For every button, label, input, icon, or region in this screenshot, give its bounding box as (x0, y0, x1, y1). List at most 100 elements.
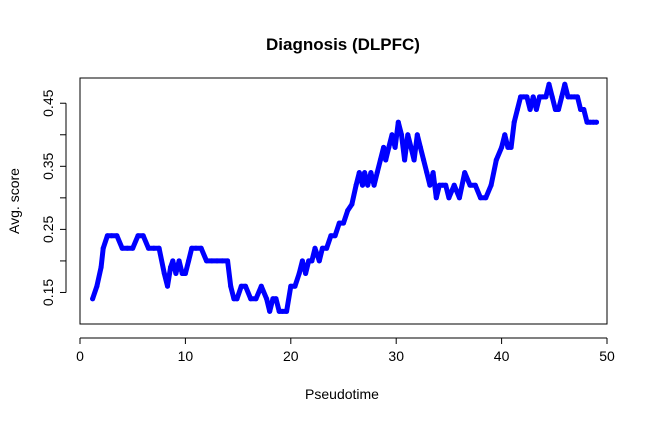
data-point (462, 170, 468, 176)
y-axis-label: Avg. score (6, 168, 22, 234)
data-point (328, 233, 334, 239)
data-point (264, 296, 270, 302)
y-tick-label: 0.35 (40, 152, 56, 179)
x-tick-label: 40 (494, 348, 510, 364)
data-point (273, 296, 279, 302)
data-point (267, 308, 273, 314)
data-point (151, 245, 157, 251)
data-point (411, 157, 417, 163)
data-point (508, 144, 514, 150)
data-point (414, 132, 420, 138)
data-point (292, 283, 298, 289)
data-point (109, 233, 115, 239)
data-point (90, 296, 96, 302)
data-point (104, 233, 110, 239)
data-point (451, 182, 457, 188)
data-point (488, 182, 494, 188)
data-point (383, 157, 389, 163)
data-point (284, 308, 290, 314)
data-point (204, 258, 209, 264)
data-point (524, 94, 530, 100)
data-point (332, 233, 338, 239)
data-point (225, 258, 231, 264)
data-point (360, 182, 365, 188)
data-point (324, 245, 330, 251)
y-axis: 0.15 0.25 0.35 0.45 (40, 89, 67, 306)
data-point (279, 308, 285, 314)
data-point (119, 245, 125, 251)
data-point (319, 245, 325, 251)
data-point (430, 170, 436, 176)
data-point (530, 94, 536, 100)
data-point (186, 258, 192, 264)
data-point (392, 144, 398, 150)
data-point (248, 296, 254, 302)
data-point (312, 245, 318, 251)
data-point (170, 258, 176, 264)
data-point (386, 144, 392, 150)
data-point (176, 258, 182, 264)
chart-title: Diagnosis (DLPFC) (266, 35, 420, 54)
data-point (424, 170, 430, 176)
data-point (405, 132, 411, 138)
data-point (161, 271, 167, 276)
data-point (124, 245, 130, 251)
x-tick-label: 10 (178, 348, 194, 364)
data-point (581, 107, 587, 112)
data-point (189, 245, 195, 251)
data-point (345, 208, 351, 213)
series-group (90, 81, 599, 314)
data-point (98, 264, 104, 270)
data-point (421, 157, 427, 163)
data-point (198, 245, 204, 251)
data-point (381, 144, 387, 150)
x-tick-label: 0 (76, 348, 84, 364)
x-axis-label: Pseudotime (305, 386, 379, 402)
plot-area (79, 77, 608, 325)
data-point (417, 144, 423, 150)
data-point (100, 245, 106, 251)
data-point (146, 245, 151, 251)
data-point (258, 283, 264, 289)
data-point (594, 119, 599, 125)
data-point (243, 283, 248, 289)
series-line-0 (90, 81, 599, 314)
data-point (165, 283, 170, 289)
data-point (309, 258, 315, 264)
data-point (341, 220, 346, 226)
data-point (433, 195, 439, 201)
data-point (389, 132, 395, 138)
x-axis: 0 10 20 30 40 50 (76, 337, 615, 364)
data-point (362, 170, 368, 176)
data-point (377, 157, 383, 163)
data-point (130, 245, 136, 251)
data-point (114, 233, 120, 239)
data-point (94, 283, 100, 289)
data-point (374, 170, 380, 176)
data-point (299, 258, 305, 264)
data-point (238, 283, 244, 289)
data-point (349, 201, 355, 207)
data-point (214, 258, 220, 264)
data-point (371, 182, 377, 188)
data-point (336, 220, 342, 226)
data-point (156, 245, 162, 251)
data-point (467, 182, 473, 188)
data-point (135, 233, 141, 239)
data-point (193, 245, 199, 251)
data-point (219, 258, 225, 264)
y-tick-label: 0.25 (40, 216, 56, 243)
data-point (562, 81, 568, 87)
data-point (140, 233, 146, 239)
data-point (402, 157, 408, 163)
data-point (527, 107, 533, 112)
data-point (168, 264, 174, 270)
x-tick-label: 50 (599, 348, 615, 364)
data-point (399, 132, 404, 138)
x-tick-label: 20 (283, 348, 299, 364)
data-point (575, 94, 580, 100)
data-point (511, 119, 517, 125)
data-point (316, 258, 322, 264)
data-point (543, 94, 549, 100)
